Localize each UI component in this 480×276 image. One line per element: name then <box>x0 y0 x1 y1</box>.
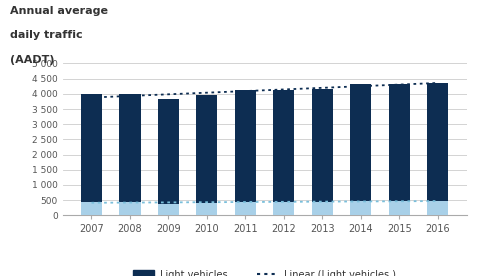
Bar <box>311 201 332 215</box>
Text: Annual average: Annual average <box>10 6 108 15</box>
Bar <box>426 201 447 215</box>
Bar <box>349 201 371 215</box>
Bar <box>81 94 102 215</box>
Bar <box>234 201 255 215</box>
Bar <box>349 84 371 215</box>
Bar <box>119 202 140 215</box>
Bar <box>157 99 179 215</box>
Bar <box>196 95 217 215</box>
Legend: Light vehicles, Trucks, Linear (Light vehicles ), Linear (Trucks ): Light vehicles, Trucks, Linear (Light ve… <box>129 266 399 276</box>
Text: (AADT): (AADT) <box>10 55 54 65</box>
Bar <box>273 90 294 215</box>
Bar <box>157 204 179 215</box>
Bar <box>388 201 409 215</box>
Bar <box>234 90 255 215</box>
Bar <box>196 203 217 215</box>
Bar <box>81 202 102 215</box>
Bar <box>426 83 447 215</box>
Bar <box>119 94 140 215</box>
Bar <box>388 84 409 215</box>
Bar <box>311 89 332 215</box>
Text: daily traffic: daily traffic <box>10 30 82 40</box>
Bar <box>273 201 294 215</box>
